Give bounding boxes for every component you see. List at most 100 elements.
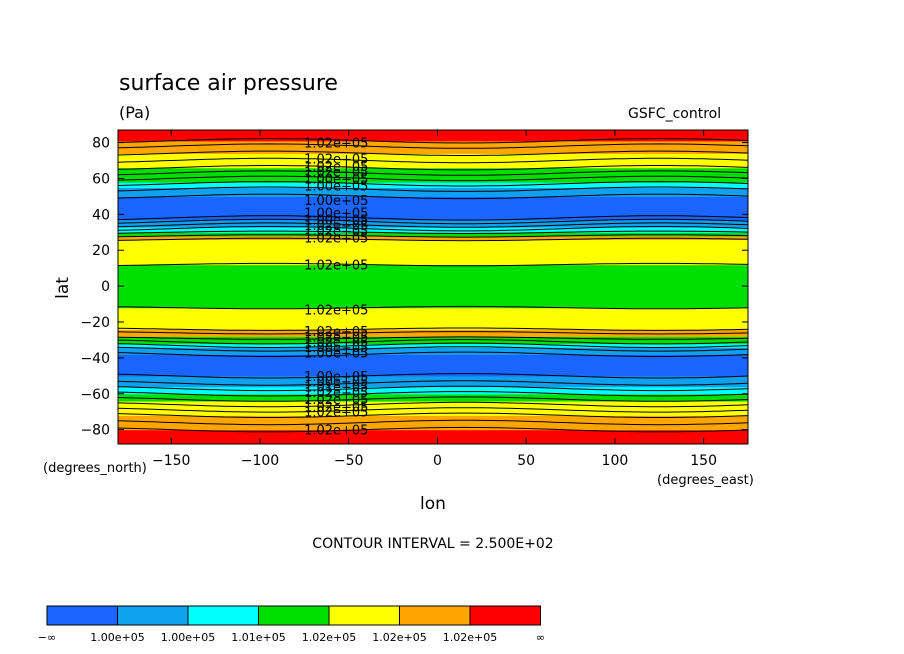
plot-frame <box>117 129 749 445</box>
units-label: (Pa) <box>119 103 150 122</box>
contour-line-15 <box>118 331 748 335</box>
contour-line-20 <box>118 234 748 238</box>
contour-label-16: 1.02e+05 <box>304 336 368 351</box>
contour-line-10 <box>118 351 748 357</box>
contour-line-31 <box>118 165 748 171</box>
contour-label-23: 1.02e+05 <box>304 393 368 408</box>
contour-line-9 <box>118 373 748 379</box>
legend-label-2: 1.00e+05 <box>161 631 215 644</box>
contour-line-24 <box>118 218 748 225</box>
legend-swatch-6 <box>469 605 541 626</box>
contour-interval-text: CONTOUR INTERVAL = 2.500E+02 <box>312 536 553 552</box>
contour-label-8: 1.00e+05 <box>304 214 368 229</box>
contour-label-11: 1.02e+05 <box>304 232 368 247</box>
band-15 <box>118 232 748 237</box>
x-tick-label-3: 0 <box>433 453 442 469</box>
band-6 <box>118 354 748 377</box>
contour-labels: 1.02e+051.02e+051.02e+051.02e+051.00e+05… <box>304 137 368 439</box>
contour-line-0 <box>118 426 748 433</box>
contour-line-2 <box>118 412 748 418</box>
contour-label-18: 1.00e+05 <box>304 346 368 361</box>
contour-line-21 <box>118 230 748 234</box>
contour-line-11 <box>118 346 748 352</box>
contour-line-26 <box>118 193 748 200</box>
legend-swatch-2 <box>187 605 259 626</box>
contour-line-6 <box>118 391 748 397</box>
contour-label-26: 1.02e+05 <box>304 424 368 439</box>
contour-label-25: 1.02e+05 <box>304 406 368 421</box>
y-tick-label-1: −60 <box>80 387 110 403</box>
contour-label-20: 1.00e+05 <box>304 375 368 390</box>
band-4 <box>118 386 748 395</box>
x-tick-label-0: −150 <box>152 453 190 469</box>
contour-line-30 <box>118 170 748 176</box>
color-legend: −∞ 1.00e+05 1.00e+05 1.01e+05 1.02e+05 1.02e+… <box>38 605 545 644</box>
contour-line-1 <box>118 419 748 426</box>
legend-swatch-5 <box>399 605 471 626</box>
contour-line-8 <box>118 380 748 386</box>
contour-line-4 <box>118 401 748 408</box>
y-tick-label-0: −80 <box>80 423 110 439</box>
contour-label-4: 1.00e+05 <box>304 172 368 187</box>
contour-label-12: 1.02e+05 <box>304 259 368 274</box>
x-units-label: (degrees_east) <box>657 473 754 488</box>
legend-label-0: −∞ <box>38 631 56 644</box>
band-12 <box>118 264 748 309</box>
y-tick-label-3: −20 <box>80 315 110 331</box>
contour-label-14: 1.02e+05 <box>304 325 368 340</box>
dataset-label: GSFC_control <box>628 106 721 122</box>
y-axis: −80 −60 −40 −20 0 20 40 60 80 <box>80 136 748 439</box>
contour-label-3: 1.02e+05 <box>304 165 368 180</box>
y-units-label: (degrees_north) <box>43 461 147 476</box>
contour-line-17 <box>118 305 748 310</box>
y-tick-label-8: 80 <box>92 136 110 152</box>
contour-line-16 <box>118 327 748 331</box>
band-19 <box>118 187 748 197</box>
y-tick-label-7: 60 <box>92 171 110 187</box>
x-tick-label-5: 100 <box>602 453 629 469</box>
x-tick-label-1: −100 <box>241 453 279 469</box>
contour-line-7 <box>118 385 748 392</box>
contour-label-1: 1.02e+05 <box>304 153 368 168</box>
y-axis-label: lat <box>53 277 73 299</box>
contour-label-24: 1.02e+05 <box>304 400 368 415</box>
legend-label-7: ∞ <box>536 631 545 644</box>
band-7 <box>118 347 748 355</box>
y-tick-label-5: 20 <box>92 243 110 259</box>
contour-label-22: 1.02e+05 <box>304 386 368 401</box>
legend-label-1: 1.00e+05 <box>90 631 144 644</box>
contour-line-27 <box>118 186 748 192</box>
band-13 <box>118 239 748 266</box>
contour-line-13 <box>118 339 748 345</box>
band-1 <box>118 415 748 431</box>
band-24 <box>118 130 748 142</box>
contour-label-5: 1.00e+05 <box>304 180 368 195</box>
band-14 <box>118 235 748 241</box>
band-16 <box>118 226 748 233</box>
contour-label-19: 1.00e+05 <box>304 370 368 385</box>
contour-label-2: 1.02e+05 <box>304 160 368 175</box>
legend-swatch-4 <box>328 605 400 626</box>
contour-label-9: 1.02e+05 <box>304 219 368 234</box>
contour-line-18 <box>118 262 748 267</box>
contour-line-29 <box>118 175 748 182</box>
band-0 <box>118 429 748 444</box>
x-axis-label: lon <box>420 494 446 514</box>
contour-line-34 <box>118 143 748 149</box>
contour-line-14 <box>118 336 748 340</box>
x-axis: −150 −100 −50 0 50 100 150 <box>152 130 717 469</box>
chart-title: surface air pressure <box>119 71 338 96</box>
legend-label-5: 1.02e+05 <box>372 631 426 644</box>
contour-line-12 <box>118 342 748 348</box>
band-20 <box>118 182 748 189</box>
legend-label-4: 1.02e+05 <box>302 631 356 644</box>
contour-line-35 <box>118 138 748 144</box>
y-tick-label-6: 40 <box>92 207 110 223</box>
contour-label-21: 1.01e+05 <box>304 381 368 396</box>
band-10 <box>118 329 748 337</box>
band-8 <box>118 343 748 348</box>
contour-line-22 <box>118 226 748 232</box>
band-11 <box>118 307 748 330</box>
legend-swatch-0 <box>46 605 118 626</box>
